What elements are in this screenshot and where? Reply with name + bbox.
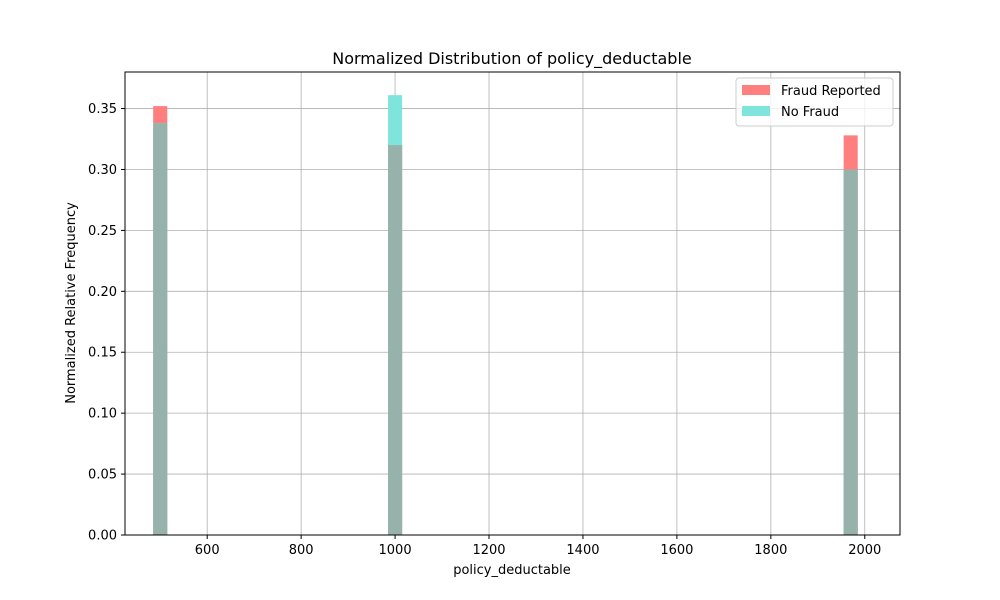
x-tick-label: 1400 xyxy=(566,543,599,558)
legend-swatch-fraud-reported xyxy=(742,85,770,95)
y-tick-label: 0.05 xyxy=(88,468,117,483)
y-axis-ticks: 0.00 0.05 0.10 0.15 0.20 0.25 0.30 0.35 xyxy=(88,102,125,544)
y-tick-label: 0.25 xyxy=(88,224,117,239)
legend-box xyxy=(735,77,894,127)
y-tick-label: 0.10 xyxy=(88,407,117,422)
y-tick-label: 0.00 xyxy=(88,529,117,544)
x-tick-label: 1600 xyxy=(660,543,693,558)
y-tick-label: 0.35 xyxy=(88,102,117,117)
x-tick-label: 1200 xyxy=(472,543,505,558)
x-axis-label: policy_deductable xyxy=(453,563,571,578)
x-tick-label: 1000 xyxy=(379,543,412,558)
plot-frame xyxy=(124,71,901,536)
x-axis-ticks: 600 800 1000 1200 1400 1600 1800 2000 xyxy=(195,535,881,558)
legend: Fraud Reported No Fraud xyxy=(735,77,894,127)
y-tick-label: 0.15 xyxy=(88,346,117,361)
grid-lines xyxy=(125,72,900,536)
bar-overlap xyxy=(388,145,403,535)
y-tick-label: 0.30 xyxy=(88,163,117,178)
legend-swatch-no-fraud xyxy=(742,106,770,116)
bars xyxy=(153,95,858,536)
x-tick-label: 2000 xyxy=(848,543,881,558)
x-tick-label: 600 xyxy=(195,543,220,558)
legend-label-fraud-reported: Fraud Reported xyxy=(781,84,881,99)
chart-title: Normalized Distribution of policy_deduct… xyxy=(332,49,691,69)
bar-overlap xyxy=(153,123,168,536)
bar-overlap xyxy=(843,169,858,535)
y-axis-label: Normalized Relative Frequency xyxy=(64,202,79,404)
x-tick-label: 1800 xyxy=(754,543,787,558)
y-tick-label: 0.20 xyxy=(88,285,117,300)
legend-label-no-fraud: No Fraud xyxy=(781,105,839,120)
x-tick-label: 800 xyxy=(289,543,314,558)
